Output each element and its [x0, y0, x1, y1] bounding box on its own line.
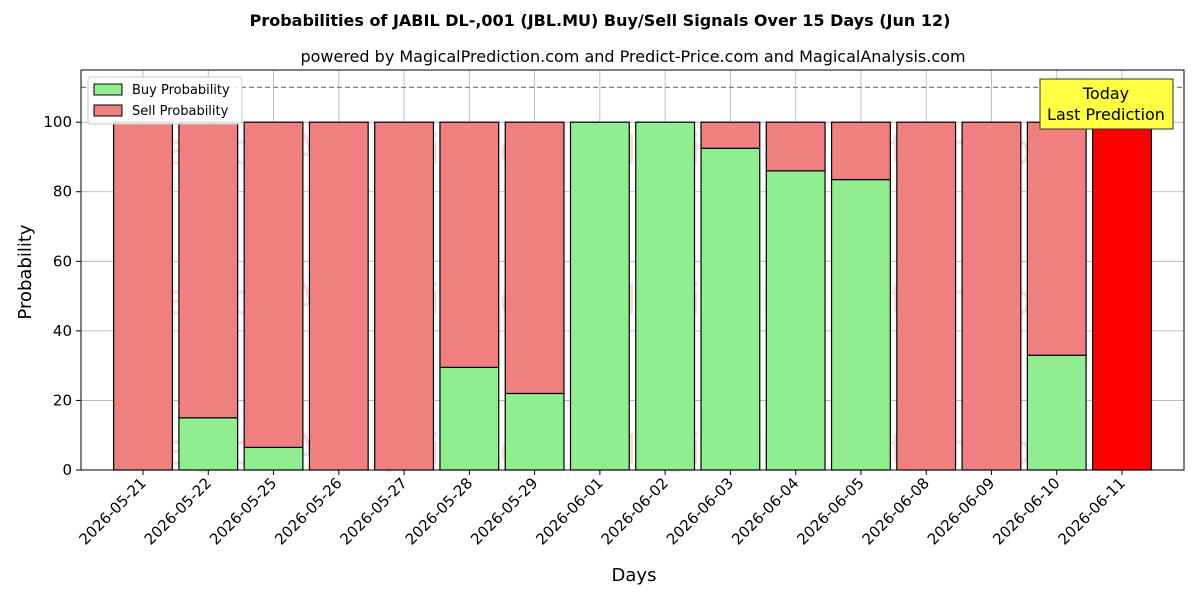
- bar-sell: [765, 121, 826, 172]
- bar-buy: [178, 417, 239, 471]
- bar-sell: [374, 121, 435, 471]
- x-tick-label: 2026-05-28: [402, 474, 476, 548]
- x-tick-label: 2026-05-26: [271, 474, 345, 548]
- y-tick-label: 40: [53, 322, 72, 340]
- plot-frame: [80, 69, 1185, 471]
- y-tick-label: 100: [43, 113, 72, 131]
- legend-label: Sell Probability: [132, 104, 229, 119]
- annotation-box: [1039, 78, 1174, 130]
- legend: Buy Probability Sell Probability: [87, 76, 243, 125]
- x-tick-label: 2026-05-21: [75, 474, 149, 548]
- bar-sell: [1026, 121, 1087, 356]
- bar-buy: [1026, 354, 1087, 471]
- chart-title: Probabilities of JABIL DL-,001 (JBL.MU) …: [250, 11, 951, 30]
- bar-sell: [178, 121, 239, 419]
- x-tick-label: 2026-06-04: [728, 474, 802, 548]
- bar-sell: [896, 121, 957, 471]
- bar-buy: [569, 121, 630, 471]
- x-tick-label: 2026-06-11: [1054, 474, 1128, 548]
- bar-buy: [439, 366, 500, 471]
- y-tick-label: 80: [53, 183, 72, 201]
- chart-subtitle: powered by MagicalPrediction.com and Pre…: [300, 47, 965, 66]
- x-tick-label: 2026-06-10: [989, 474, 1063, 548]
- legend-box: [87, 76, 243, 125]
- x-tick-label: 2026-06-05: [793, 474, 867, 548]
- bar-buy: [243, 446, 304, 471]
- annotation-text: Today: [1082, 84, 1129, 103]
- x-tick-label: 2026-06-02: [598, 474, 672, 548]
- bar-sell: [113, 121, 173, 471]
- x-tick-label: 2026-05-27: [337, 474, 411, 548]
- legend-swatch: [93, 104, 123, 117]
- x-tick-label: 2026-05-22: [141, 474, 215, 548]
- legend-label: Buy Probability: [132, 83, 230, 98]
- bar-sell: [830, 121, 891, 181]
- x-axis-label: Days: [612, 565, 657, 586]
- bar-buy: [504, 392, 565, 471]
- bar-buy: [765, 170, 826, 471]
- bar-sell: [700, 121, 761, 149]
- bar-sell: [439, 121, 500, 368]
- bar-buy: [635, 121, 696, 471]
- y-axis-label: Probability: [15, 224, 36, 319]
- y-tick-label: 0: [62, 461, 72, 479]
- x-axis: 2026-05-212026-05-222026-05-252026-05-26…: [75, 470, 1129, 548]
- x-tick-label: 2026-05-25: [206, 474, 280, 548]
- x-tick-label: 2026-06-08: [859, 474, 933, 548]
- bar-sell: [961, 121, 1022, 471]
- x-tick-label: 2026-05-29: [467, 474, 541, 548]
- bar-sell: [1092, 121, 1152, 471]
- annotation-text: Last Prediction: [1047, 105, 1165, 124]
- legend-swatch: [93, 83, 123, 96]
- y-tick-label: 60: [53, 252, 72, 270]
- x-tick-label: 2026-06-01: [532, 474, 606, 548]
- today-annotation: Today Last Prediction: [1039, 78, 1174, 130]
- bar-buy: [830, 178, 891, 471]
- bar-buy: [700, 147, 761, 471]
- bar-sell: [243, 121, 304, 448]
- bar-sell: [504, 121, 565, 395]
- y-tick-label: 20: [53, 391, 72, 409]
- x-tick-label: 2026-06-09: [924, 474, 998, 548]
- x-tick-label: 2026-06-03: [663, 474, 737, 548]
- bar-sell: [308, 121, 369, 471]
- y-axis: 0 20 40 60 80 100: [43, 113, 81, 479]
